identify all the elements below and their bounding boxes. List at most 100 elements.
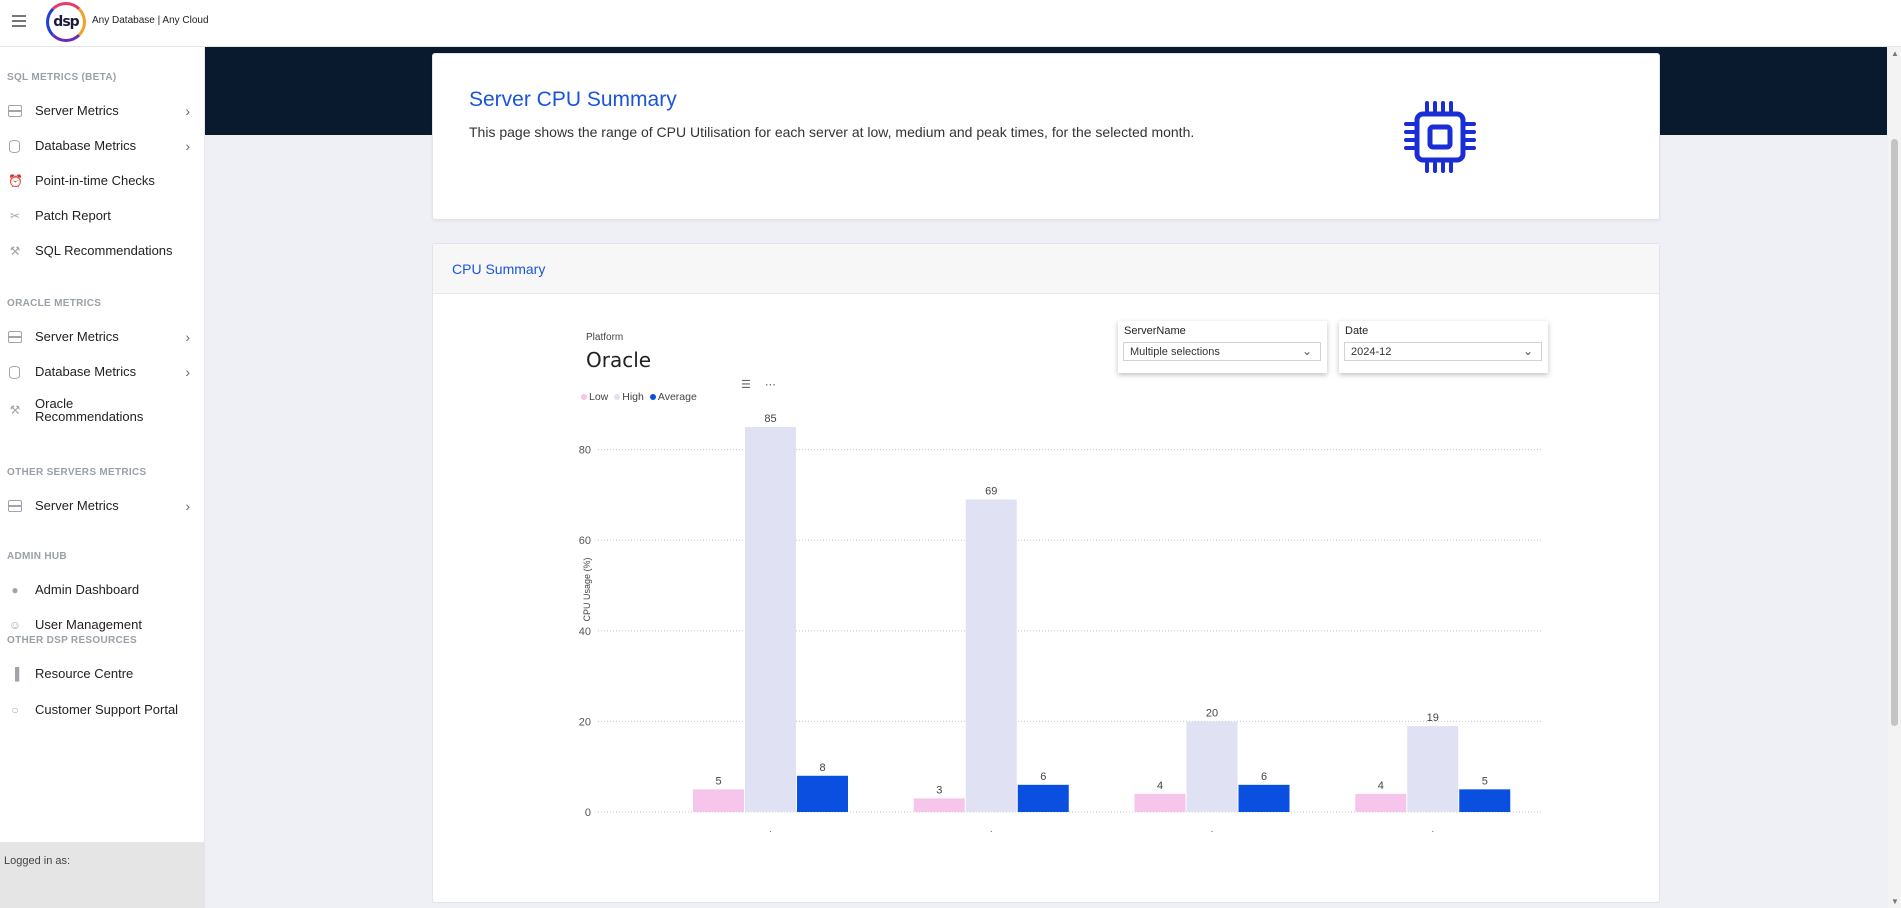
bar-low	[913, 798, 965, 812]
sidebar-section-title: ADMIN HUB	[7, 551, 67, 562]
database-icon	[9, 139, 20, 153]
data-label: 19	[1427, 712, 1439, 724]
sidebar-item-label: Database Metrics	[35, 364, 137, 379]
server-icon	[8, 331, 22, 343]
bandage-icon: ✂	[9, 209, 21, 223]
visual-header-icons: ☰ ⋯	[741, 378, 790, 391]
logged-in-label: Logged in as:	[4, 855, 71, 867]
alarm-clock-icon: ⏰	[8, 174, 23, 188]
y-tick-label: 60	[579, 535, 591, 547]
data-label: 20	[1206, 707, 1218, 719]
legend-item[interactable]: High	[614, 391, 644, 403]
hamburger-menu-icon[interactable]	[12, 15, 26, 27]
data-label: 5	[1482, 775, 1488, 787]
data-label: 8	[819, 762, 825, 774]
sidebar-item-database-metrics[interactable]: Database Metrics ›	[0, 132, 204, 160]
scroll-down-icon[interactable]: ▼	[1891, 897, 1899, 906]
user-icon: ●	[11, 583, 19, 597]
sidebar-item-label: Oracle Recommendations	[35, 396, 144, 424]
server-name-dropdown[interactable]: Multiple selections ⌄	[1123, 342, 1321, 361]
more-options-icon[interactable]: ⋯	[764, 379, 776, 391]
sidebar-item-label: Customer Support Portal	[35, 702, 179, 717]
bar-high	[1407, 725, 1459, 812]
y-tick-label: 80	[579, 445, 591, 457]
chevron-right-icon: ›	[185, 103, 190, 119]
sidebar-item-label: Database Metrics	[35, 138, 137, 153]
sidebar-item-sql-recommendations[interactable]: ⚒ SQL Recommendations	[0, 237, 204, 265]
bar-average	[1238, 784, 1290, 812]
wrench-icon: ⚒	[9, 244, 21, 258]
sidebar-item-label: User Management	[35, 617, 142, 632]
bar-average	[1459, 789, 1511, 812]
bar-chart-icon: ▐	[10, 667, 20, 681]
sidebar-section-title: SQL METRICS (BETA)	[7, 72, 117, 83]
bar-high	[965, 499, 1017, 812]
y-tick-label: 40	[579, 626, 591, 638]
legend-item[interactable]: Average	[649, 391, 697, 403]
date-value: 2024-12	[1351, 346, 1392, 358]
sidebar-item-patch-report[interactable]: ✂ Patch Report	[0, 202, 204, 230]
bar-average	[797, 775, 848, 812]
sidebar-item-server-metrics[interactable]: Server Metrics ›	[0, 323, 204, 351]
sidebar-item-label: Server Metrics	[35, 498, 119, 513]
cpu-chip-icon	[1404, 101, 1476, 173]
chevron-down-icon: ⌄	[1522, 344, 1533, 358]
sidebar-item-user-management[interactable]: ☺ User Management	[0, 611, 204, 639]
platform-value: Oracle	[586, 348, 652, 372]
legend-item[interactable]: Low	[581, 391, 608, 403]
bar-low	[1134, 793, 1186, 812]
users-icon: ☺	[8, 618, 22, 632]
cpu-summary-header: CPU Summary	[433, 244, 1659, 294]
wrench-icon: ⚒	[9, 403, 21, 417]
logged-in-panel: Logged in as:	[0, 842, 205, 908]
bar-low	[693, 789, 744, 812]
sidebar-item-point-in-time-checks[interactable]: ⏰ Point-in-time Checks	[0, 167, 204, 195]
cpu-summary-card: CPU Summary Platform Oracle ServerName M…	[432, 243, 1660, 903]
sidebar-section-title: OTHER DSP RESOURCES	[7, 635, 137, 646]
sidebar-item-oracle-recommendations[interactable]: ⚒ Oracle Recommendations	[0, 393, 204, 427]
bar-low	[1355, 793, 1407, 812]
data-label: 3	[936, 784, 942, 796]
server-icon	[8, 105, 22, 117]
server-icon	[8, 500, 22, 512]
data-label: 4	[1157, 780, 1163, 792]
chevron-right-icon: ›	[185, 498, 190, 514]
sidebar-section-title: OTHER SERVERS METRICS	[7, 467, 147, 478]
scroll-up-icon[interactable]: ▲	[1891, 49, 1899, 58]
sidebar-item-customer-support-portal[interactable]: ○ Customer Support Portal	[0, 696, 204, 724]
page-scrollbar[interactable]: ▲ ▼	[1888, 47, 1901, 908]
top-bar: dsp Any Database | Any Cloud	[0, 0, 1901, 47]
sidebar-item-admin-dashboard[interactable]: ● Admin Dashboard	[0, 576, 204, 604]
platform-label: Platform	[586, 332, 624, 343]
x-tick-label: ·	[1431, 826, 1434, 837]
cpu-summary-title: CPU Summary	[452, 261, 546, 277]
page-title: Server CPU Summary	[469, 88, 677, 111]
sidebar-item-resource-centre[interactable]: ▐ Resource Centre	[0, 660, 204, 688]
server-name-value: Multiple selections	[1130, 346, 1220, 358]
filter-icon[interactable]: ☰	[741, 379, 751, 391]
page-description: This page shows the range of CPU Utilisa…	[469, 124, 1195, 140]
data-label: 5	[715, 775, 721, 787]
data-label: 85	[764, 413, 776, 425]
bar-high	[745, 427, 796, 812]
data-label: 6	[1261, 771, 1267, 783]
scroll-thumb[interactable]	[1891, 139, 1898, 726]
chevron-right-icon: ›	[185, 329, 190, 345]
tagline: Any Database | Any Cloud	[92, 15, 209, 26]
bar-average	[1017, 784, 1069, 812]
sidebar-item-label: Server Metrics	[35, 103, 119, 118]
date-slicer-title: Date	[1345, 325, 1369, 337]
legend-label: Low	[589, 391, 609, 403]
legend-dot	[649, 394, 656, 400]
dsp-logo[interactable]: dsp	[46, 2, 86, 42]
sidebar-item-label: Patch Report	[35, 208, 111, 223]
summary-card: Server CPU Summary This page shows the r…	[432, 53, 1660, 220]
chevron-right-icon: ›	[185, 364, 190, 380]
date-slicer: Date 2024-12 ⌄	[1339, 321, 1548, 373]
sidebar-item-database-metrics[interactable]: Database Metrics ›	[0, 358, 204, 386]
sidebar-item-server-metrics[interactable]: Server Metrics ›	[0, 492, 204, 520]
date-dropdown[interactable]: 2024-12 ⌄	[1344, 342, 1542, 361]
data-label: 6	[1040, 771, 1046, 783]
sidebar-item-server-metrics[interactable]: Server Metrics ›	[0, 97, 204, 125]
legend-dot	[581, 394, 587, 400]
